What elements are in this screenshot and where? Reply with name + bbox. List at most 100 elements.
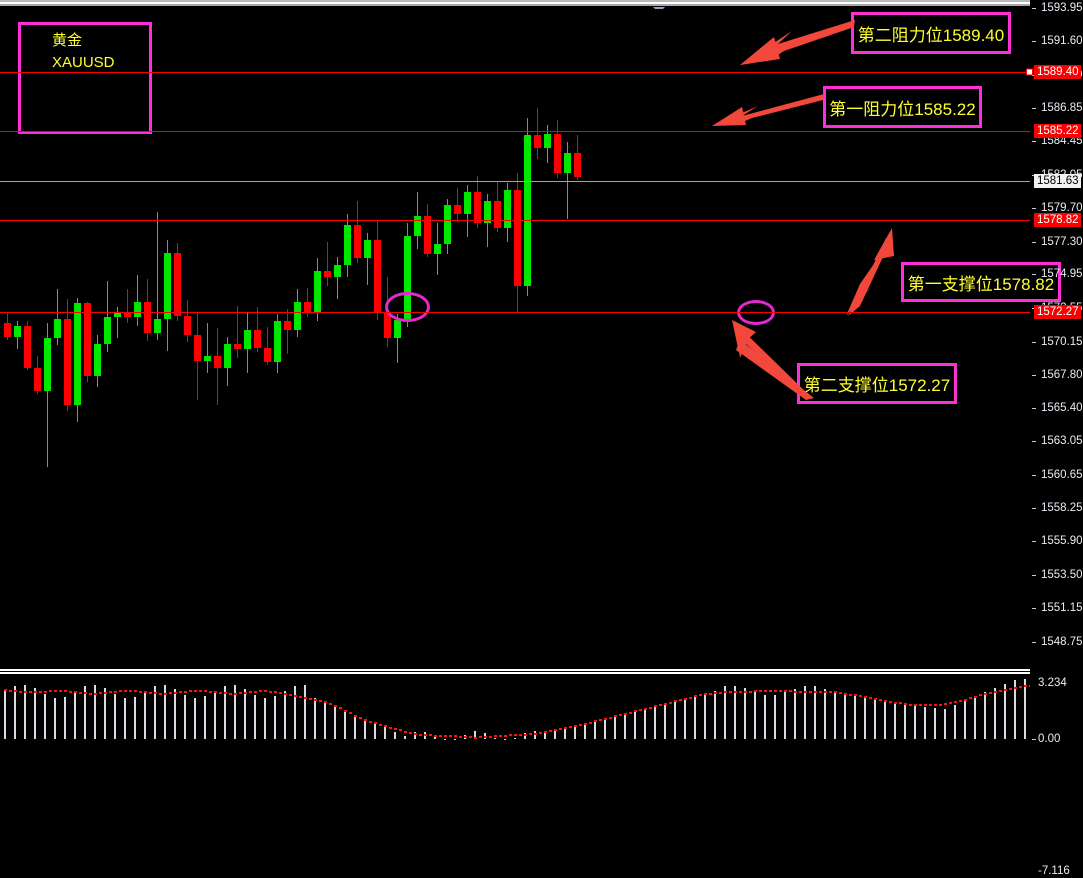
macd-signal-segment	[439, 734, 442, 737]
macd-signal-segment	[819, 690, 822, 693]
macd-histogram-bar	[414, 731, 416, 740]
price-axis-tick-mark	[1032, 574, 1036, 576]
candle-body	[354, 224, 361, 259]
pane-divider[interactable]	[0, 668, 1030, 676]
macd-signal-segment	[369, 720, 372, 723]
macd-signal-segment	[274, 691, 277, 694]
candle-body	[284, 321, 291, 330]
candle-body	[64, 318, 71, 406]
price-chart-pane[interactable]	[0, 9, 1030, 670]
macd-signal-segment	[444, 734, 447, 737]
macd-signal-segment	[334, 704, 337, 707]
macd-histogram-bar	[844, 692, 846, 740]
macd-histogram-bar	[704, 693, 706, 740]
macd-signal-segment	[394, 728, 397, 731]
candle-body	[154, 318, 161, 333]
macd-signal-segment	[639, 709, 642, 712]
macd-signal-segment	[624, 712, 627, 715]
macd-signal-segment	[359, 716, 362, 719]
level-line-resistance-2[interactable]	[0, 72, 1030, 73]
candle-body	[484, 200, 491, 224]
price-axis-tick-label: 1591.60	[1041, 35, 1083, 48]
candle-body	[264, 348, 271, 362]
macd-signal-segment	[99, 692, 102, 695]
price-axis-tick-mark	[1032, 141, 1036, 143]
macd-histogram-bar	[894, 701, 896, 740]
arrow-support-1-icon	[846, 228, 894, 316]
annotation-box-resistance-1: 第一阻力位1585.22	[823, 86, 982, 128]
price-axis-tick-mark	[1032, 607, 1036, 609]
macd-signal-segment	[109, 691, 112, 694]
macd-signal-segment	[839, 692, 842, 695]
macd-signal-segment	[419, 733, 422, 736]
macd-signal-segment	[714, 692, 717, 695]
annotation-box-support-1: 第一支撑位1578.82	[901, 262, 1061, 302]
macd-signal-segment	[1024, 684, 1027, 687]
level-line-current-price[interactable]	[0, 180, 1030, 182]
macd-signal-segment	[649, 706, 652, 709]
macd-histogram-bar	[444, 738, 446, 740]
candle-body	[124, 311, 131, 318]
macd-signal-segment	[644, 707, 647, 710]
price-axis-tick-label: 1548.75	[1041, 635, 1083, 648]
macd-signal-segment	[669, 701, 672, 704]
macd-histogram-bar	[534, 731, 536, 740]
candle-body	[174, 252, 181, 316]
macd-signal-segment	[284, 693, 287, 696]
level-line-support-2[interactable]	[0, 312, 1030, 313]
annotation-label-resistance-2: 第二阻力位1589.40	[857, 25, 1005, 45]
macd-signal-segment	[654, 705, 657, 708]
macd-histogram-bar	[114, 694, 116, 740]
macd-signal-segment	[844, 692, 847, 695]
price-axis-tick-label: 1570.15	[1041, 335, 1083, 348]
macd-signal-segment	[914, 704, 917, 707]
candle-body	[24, 325, 31, 368]
macd-histogram-bar	[244, 688, 246, 740]
candle-body	[384, 311, 391, 339]
macd-signal-segment	[559, 728, 562, 731]
macd-signal-segment	[884, 699, 887, 702]
macd-histogram-bar	[714, 690, 716, 740]
macd-signal-segment	[769, 689, 772, 692]
macd-signal-segment	[554, 729, 557, 732]
indicator-pane-macd[interactable]	[0, 676, 1030, 878]
macd-signal-segment	[964, 698, 967, 701]
level-line-resistance-1[interactable]	[0, 130, 1030, 132]
macd-signal-segment	[609, 716, 612, 719]
price-axis[interactable]	[1030, 0, 1083, 878]
level-line-support-1[interactable]	[0, 220, 1030, 222]
macd-signal-segment	[564, 726, 567, 729]
candle-body	[434, 244, 441, 255]
candle-body	[224, 343, 231, 368]
annotation-box-support-2: 第二支撑位1572.27	[797, 363, 957, 404]
price-axis-tick-mark	[1032, 8, 1036, 10]
macd-histogram-bar	[754, 691, 756, 740]
price-axis-tick-label: 1579.70	[1041, 201, 1083, 214]
macd-signal-segment	[979, 694, 982, 697]
macd-signal-segment	[504, 734, 507, 737]
macd-signal-segment	[749, 690, 752, 693]
arrow-resistance-2-icon	[740, 20, 855, 65]
macd-signal-segment	[139, 690, 142, 693]
macd-histogram-bar	[14, 685, 16, 740]
macd-signal-segment	[464, 735, 467, 738]
price-axis-badge-resistance-2: 1589.40	[1034, 65, 1081, 79]
price-axis-tick-label: 1586.85	[1041, 101, 1083, 114]
macd-histogram-bar	[804, 685, 806, 740]
macd-signal-segment	[9, 689, 12, 692]
candle-wick	[107, 280, 108, 353]
macd-signal-segment	[689, 696, 692, 699]
candle-wick	[137, 275, 138, 326]
macd-signal-segment	[219, 691, 222, 694]
macd-signal-segment	[239, 692, 242, 695]
macd-signal-segment	[304, 696, 307, 699]
level-drag-handle[interactable]	[1026, 68, 1033, 76]
indicator-axis-tick-label: 0.00	[1038, 733, 1061, 746]
macd-signal-segment	[429, 734, 432, 737]
candle-wick	[287, 308, 288, 354]
macd-signal-segment	[279, 692, 282, 695]
annotation-label-support-1: 第一支撑位1578.82	[907, 274, 1055, 294]
macd-histogram-bar	[784, 692, 786, 740]
price-axis-tick-label: 1577.30	[1041, 235, 1083, 248]
candle-body	[534, 135, 541, 148]
